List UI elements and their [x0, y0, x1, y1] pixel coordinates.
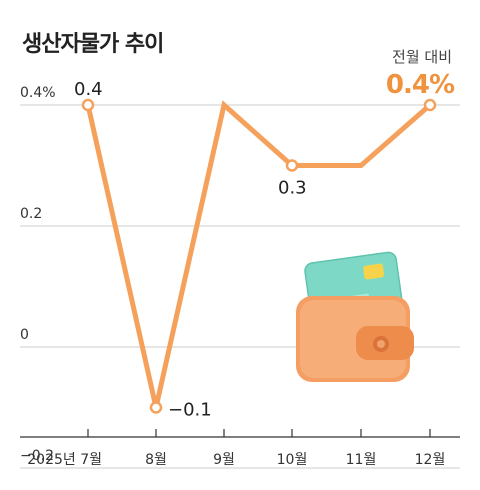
- data-label: 0.3: [278, 178, 307, 199]
- y-tick-label: 0.2: [20, 206, 42, 222]
- y-tick-label: 0.4%: [20, 85, 56, 101]
- x-tick-label: 12월: [415, 452, 446, 468]
- x-tick-label: 2025년 7월: [27, 452, 102, 468]
- data-point: [149, 401, 163, 414]
- y-tick-label: 0: [20, 327, 29, 343]
- x-tick-label: 11월: [346, 452, 377, 468]
- series-line-path: [85, 100, 432, 409]
- x-tick-label: 9월: [213, 452, 235, 468]
- chart-title: 생산자물가 추이: [22, 32, 164, 57]
- x-tick-label: 10월: [277, 452, 308, 468]
- data-point: [81, 98, 95, 112]
- data-point: [285, 159, 299, 172]
- data-point: [423, 98, 437, 112]
- y-axis-ticks: 0.4% 0.2 0 −0.2: [20, 85, 56, 464]
- data-label: 0.4: [74, 79, 103, 100]
- data-labels: 0.4 −0.1 0.3: [74, 79, 307, 421]
- data-label: −0.1: [168, 400, 212, 421]
- y-tick-label: −0.2: [20, 448, 54, 464]
- x-axis: 2025년 7월 8월 9월 10월 11월 12월: [20, 429, 460, 468]
- data-points: [81, 98, 437, 414]
- series-line: [85, 100, 432, 409]
- headline-value: 0.4%: [385, 70, 455, 100]
- chart-subtitle: 전월 대비: [392, 48, 452, 66]
- wallet-with-card-icon: [296, 251, 414, 382]
- x-tick-label: 8월: [145, 452, 167, 468]
